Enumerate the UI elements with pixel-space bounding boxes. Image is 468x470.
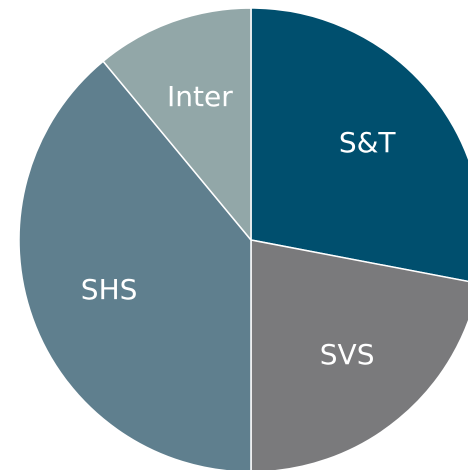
- pie-slice: [250, 239, 468, 470]
- slice-label: S&T: [339, 126, 397, 159]
- pie-slice: [18, 60, 252, 470]
- slice-label: SVS: [320, 338, 375, 371]
- pie-slice: [102, 7, 252, 241]
- slice-label: SHS: [81, 273, 138, 306]
- pie-slice: [250, 7, 468, 283]
- slice-label: Inter: [167, 80, 233, 113]
